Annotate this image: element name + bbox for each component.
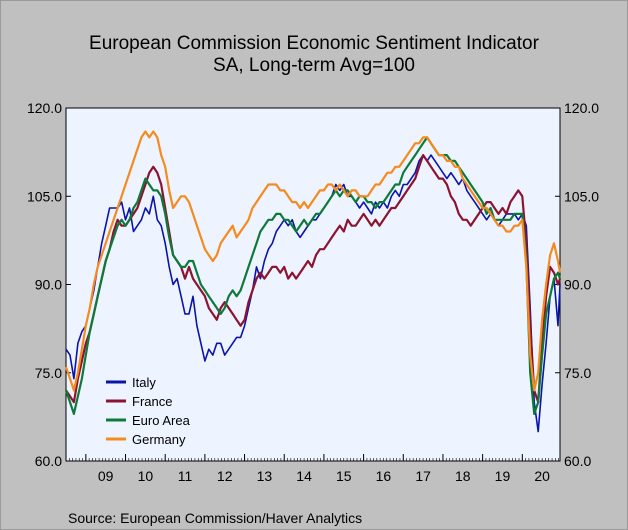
x-tick-label: 11 — [178, 468, 193, 484]
chart-source: Source: European Commission/Haver Analyt… — [68, 510, 363, 526]
x-tick-label: 15 — [336, 468, 352, 484]
series-line-germany — [64, 130, 562, 392]
chart-title: European Commission Economic Sentiment I… — [89, 33, 539, 54]
y-tick-label-right: 90.0 — [564, 277, 591, 293]
y-tick-label-left: 90.0 — [35, 277, 62, 293]
y-tick-label-right: 105.0 — [564, 188, 599, 204]
legend-label: Italy — [132, 375, 156, 390]
y-tick-label-left: 120.0 — [27, 100, 62, 116]
x-tick-label: 09 — [98, 468, 114, 484]
y-tick-label-left: 105.0 — [27, 188, 62, 204]
legend-label: Euro Area — [132, 413, 191, 428]
y-tick-label-right: 60.0 — [564, 453, 591, 469]
x-tick-label: 19 — [495, 468, 511, 484]
y-tick-label-left: 75.0 — [35, 365, 62, 381]
x-tick-label: 17 — [415, 468, 431, 484]
x-tick-label: 20 — [534, 468, 550, 484]
x-tick-label: 13 — [257, 468, 273, 484]
chart-subtitle: SA, Long-term Avg=100 — [213, 55, 415, 76]
legend-label: France — [132, 394, 172, 409]
series-line-italy — [65, 154, 561, 433]
x-tick-label: 10 — [138, 468, 154, 484]
y-tick-label-right: 120.0 — [564, 100, 599, 116]
x-tick-label: 12 — [217, 468, 233, 484]
series-line-france — [65, 154, 562, 404]
y-tick-label-left: 60.0 — [35, 453, 62, 469]
x-tick-label: 16 — [376, 468, 392, 484]
x-tick-label: 14 — [296, 468, 312, 484]
series-line-euro-area — [64, 136, 562, 415]
y-tick-label-right: 75.0 — [564, 365, 591, 381]
x-tick-label: 18 — [455, 468, 471, 484]
legend-label: Germany — [132, 432, 186, 447]
